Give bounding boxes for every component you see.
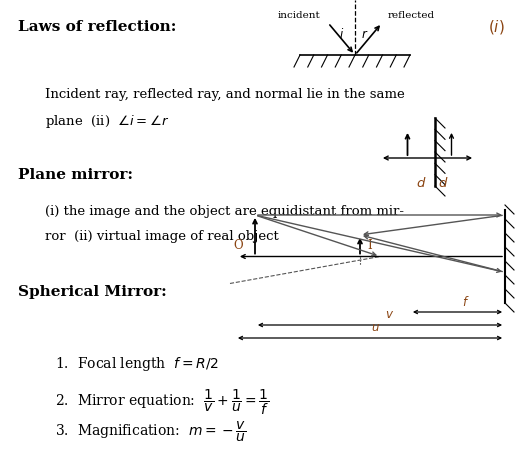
- Text: 1.  Focal length  $f = R/2$: 1. Focal length $f = R/2$: [55, 355, 219, 373]
- Text: Plane mirror:: Plane mirror:: [18, 168, 133, 182]
- Text: I: I: [367, 239, 372, 252]
- Text: $i$: $i$: [339, 27, 345, 41]
- Text: $f$: $f$: [462, 295, 470, 309]
- Text: $d$: $d$: [438, 176, 449, 190]
- Text: 3.  Magnification:  $m = -\dfrac{v}{u}$: 3. Magnification: $m = -\dfrac{v}{u}$: [55, 420, 246, 444]
- Text: plane  (ii)  $\angle i = \angle r$: plane (ii) $\angle i = \angle r$: [45, 113, 169, 130]
- Text: Laws of reflection:: Laws of reflection:: [18, 20, 176, 34]
- Text: $v$: $v$: [385, 308, 394, 321]
- Text: (i) the image and the object are equidistant from mir-: (i) the image and the object are equidis…: [45, 205, 404, 218]
- Text: 2.  Mirror equation:  $\dfrac{1}{v} + \dfrac{1}{u} = \dfrac{1}{f}$: 2. Mirror equation: $\dfrac{1}{v} + \dfr…: [55, 388, 269, 417]
- Text: $r$: $r$: [361, 28, 369, 41]
- Text: reflected: reflected: [388, 11, 435, 20]
- Text: O: O: [233, 238, 243, 252]
- Text: incident: incident: [277, 11, 320, 20]
- Text: Spherical Mirror:: Spherical Mirror:: [18, 285, 167, 299]
- Text: $d$: $d$: [416, 176, 426, 190]
- Text: $u$: $u$: [370, 321, 380, 334]
- Text: $(i)$: $(i)$: [488, 18, 505, 36]
- Text: ror  (ii) virtual image of real object: ror (ii) virtual image of real object: [45, 230, 279, 243]
- Text: Incident ray, reflected ray, and normal lie in the same: Incident ray, reflected ray, and normal …: [45, 88, 405, 101]
